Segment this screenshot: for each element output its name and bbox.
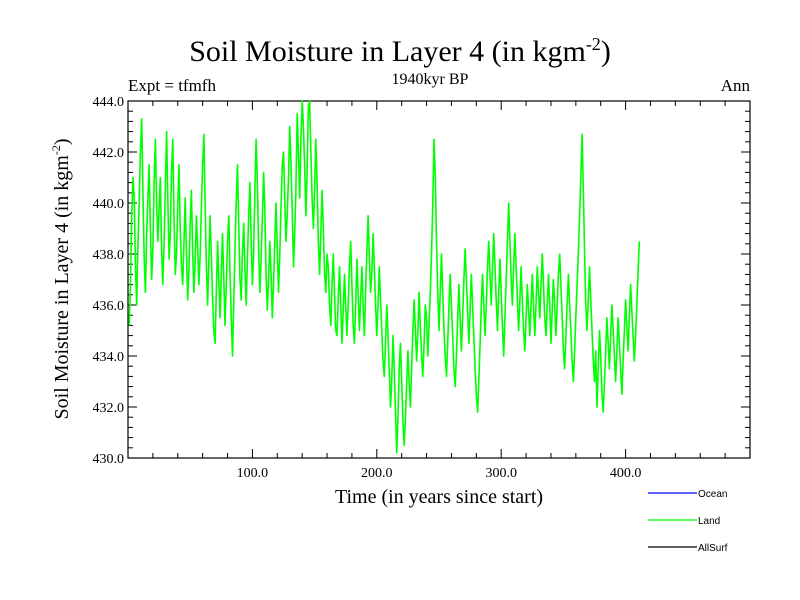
plot-frame [127, 100, 751, 459]
y-tick-label: 434.0 [93, 350, 125, 365]
legend-label-allsurf: AllSurf [698, 543, 728, 554]
experiment-label: Expt = tfmfh [128, 76, 216, 95]
y-tick-label: 430.0 [93, 452, 125, 467]
period-label: 1940kyr BP [391, 71, 469, 88]
series-line-land [128, 100, 641, 454]
chart-title: Soil Moisture in Layer 4 (in kgm-2) [189, 34, 611, 68]
x-tick-labels: 100.0 200.0 300.0 400.0 [237, 466, 642, 481]
x-tick-label: 100.0 [237, 466, 269, 481]
x-tick-label: 300.0 [485, 466, 517, 481]
x-tick-label: 400.0 [610, 466, 642, 481]
y-tick-label: 444.0 [93, 95, 125, 110]
y-tick-label: 432.0 [93, 401, 125, 416]
plot-area [128, 100, 641, 454]
y-tick-label: 438.0 [93, 248, 125, 263]
legend-label-ocean: Ocean [698, 489, 727, 500]
x-axis-label: Time (in years since start) [335, 486, 543, 508]
y-tick-labels: 430.0 432.0 434.0 436.0 438.0 440.0 442.0 444.0 [93, 95, 125, 467]
axis-ticks [128, 100, 750, 459]
x-tick-label: 200.0 [361, 466, 393, 481]
season-label: Ann [720, 76, 750, 95]
y-tick-label: 436.0 [93, 299, 125, 314]
y-tick-label: 440.0 [93, 197, 125, 212]
legend-label-land: Land [698, 516, 720, 527]
y-axis-label: Soil Moisture in Layer 4 (in kgm-2) [49, 138, 73, 419]
y-tick-label: 442.0 [93, 146, 125, 161]
legend: Ocean Land AllSurf [648, 489, 728, 554]
